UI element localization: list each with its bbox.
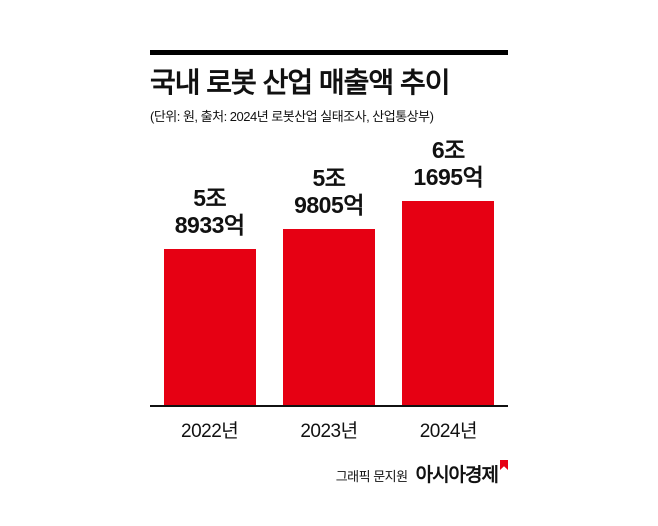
bar-value-label: 5조 8933억 xyxy=(175,185,245,239)
bar-value-line1: 5조 xyxy=(193,184,227,211)
bar-2023 xyxy=(282,228,375,405)
x-axis-label-2022: 2022년 xyxy=(181,420,239,442)
x-axis-label-2023: 2023년 xyxy=(300,420,358,442)
bar-2022 xyxy=(163,248,256,405)
bar-value-line1: 6조 xyxy=(431,136,465,163)
bar-value-line2: 1695억 xyxy=(413,163,484,190)
footer-credit: 그래픽 문지원 아시아경제 xyxy=(336,460,508,487)
top-rule-divider xyxy=(150,50,508,55)
bar-group-2024: 6조 1695억 xyxy=(389,137,508,405)
bar-chart: 5조 8933억 5조 9805억 6조 1695억 xyxy=(150,137,508,405)
bar-value-label: 6조 1695억 xyxy=(413,137,483,191)
bar-value-line2: 9805억 xyxy=(294,191,364,218)
bar-value-label: 5조 9805억 xyxy=(294,165,364,219)
asiae-logo-mark-icon xyxy=(500,460,508,470)
brand-logo: 아시아경제 xyxy=(416,460,508,487)
bar-2024 xyxy=(402,201,495,405)
bar-value-line2: 8933억 xyxy=(174,211,245,238)
x-axis-labels: 2022년 2023년 2024년 xyxy=(150,416,508,443)
bar-group-2022: 5조 8933억 xyxy=(150,137,269,405)
bar-group-2023: 5조 9805억 xyxy=(269,137,388,405)
chart-content: 국내 로봇 산업 매출액 추이 (단위: 원, 출처: 2024년 로봇산업 실… xyxy=(150,50,508,443)
bar-value-line1: 5조 xyxy=(312,164,346,191)
chart-subtitle: (단위: 원, 출처: 2024년 로봇산업 실태조사, 산업통상부) xyxy=(150,108,434,124)
chart-title: 국내 로봇 산업 매출액 추이 xyxy=(150,67,450,98)
x-axis-label-2024: 2024년 xyxy=(419,420,478,442)
graphic-credit: 그래픽 문지원 xyxy=(335,469,408,484)
brand-logo-text: 아시아경제 xyxy=(415,465,499,486)
x-axis-line xyxy=(150,404,508,407)
